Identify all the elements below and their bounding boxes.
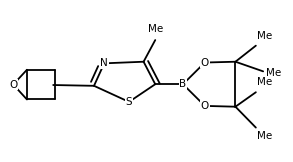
- Text: S: S: [126, 97, 132, 107]
- Text: O: O: [201, 58, 209, 68]
- Text: N: N: [100, 58, 108, 68]
- Text: Me: Me: [148, 24, 163, 34]
- Text: O: O: [9, 80, 17, 90]
- Text: B: B: [179, 79, 187, 89]
- Text: Me: Me: [257, 31, 272, 41]
- Text: Me: Me: [257, 77, 272, 87]
- Text: O: O: [201, 101, 209, 111]
- Text: Me: Me: [257, 131, 272, 141]
- Text: Me: Me: [266, 68, 281, 78]
